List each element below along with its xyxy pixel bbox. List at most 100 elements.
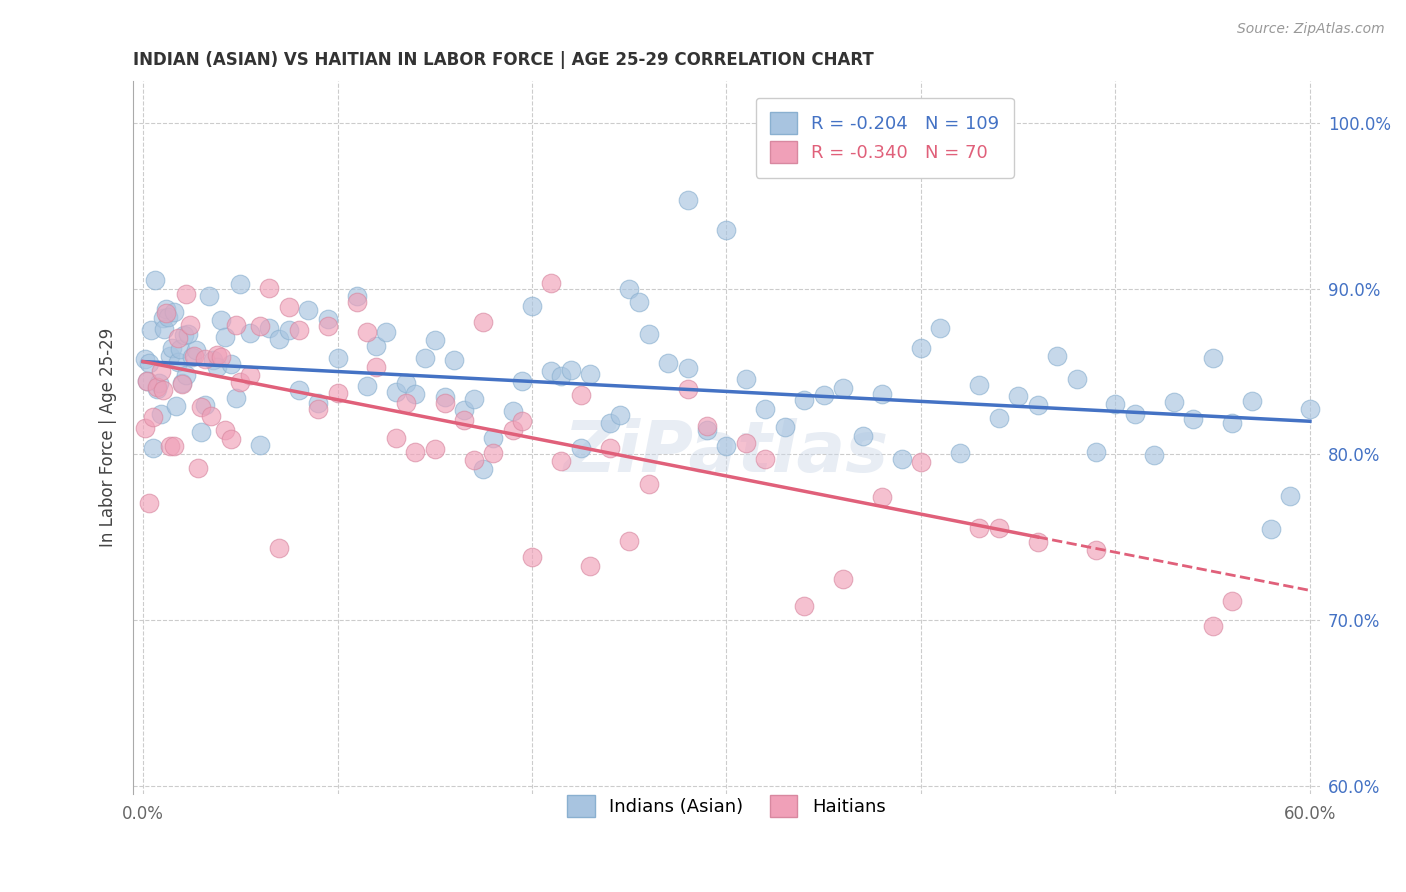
Point	[155, 301, 177, 316]
Point	[249, 437, 271, 451]
Point	[1279, 489, 1302, 503]
Point	[159, 439, 181, 453]
Point	[366, 360, 388, 375]
Point	[1220, 594, 1243, 608]
Point	[599, 417, 621, 431]
Point	[394, 376, 416, 390]
Point	[735, 436, 758, 450]
Point	[155, 306, 177, 320]
Point	[832, 572, 855, 586]
Point	[472, 315, 495, 329]
Point	[205, 348, 228, 362]
Legend: Indians (Asian), Haitians: Indians (Asian), Haitians	[560, 789, 893, 824]
Point	[793, 393, 815, 408]
Point	[754, 401, 776, 416]
Point	[190, 401, 212, 415]
Point	[637, 327, 659, 342]
Point	[433, 395, 456, 409]
Point	[366, 339, 388, 353]
Point	[214, 423, 236, 437]
Point	[1299, 402, 1322, 417]
Text: ZiPatlas: ZiPatlas	[564, 417, 889, 487]
Point	[356, 325, 378, 339]
Point	[152, 311, 174, 326]
Point	[510, 375, 533, 389]
Point	[1143, 448, 1166, 462]
Point	[627, 295, 650, 310]
Point	[569, 388, 592, 402]
Point	[194, 352, 217, 367]
Point	[560, 363, 582, 377]
Point	[1123, 407, 1146, 421]
Point	[153, 321, 176, 335]
Point	[540, 276, 562, 290]
Point	[520, 299, 543, 313]
Point	[139, 323, 162, 337]
Point	[870, 491, 893, 505]
Point	[754, 451, 776, 466]
Point	[202, 353, 225, 368]
Point	[165, 399, 187, 413]
Point	[550, 454, 572, 468]
Point	[569, 441, 592, 455]
Point	[1026, 535, 1049, 549]
Point	[502, 423, 524, 437]
Point	[167, 331, 190, 345]
Point	[219, 357, 242, 371]
Point	[173, 327, 195, 342]
Point	[735, 372, 758, 386]
Point	[160, 341, 183, 355]
Point	[609, 408, 631, 422]
Point	[259, 320, 281, 334]
Point	[793, 599, 815, 613]
Point	[346, 295, 368, 310]
Point	[205, 359, 228, 374]
Point	[209, 351, 232, 365]
Point	[676, 361, 699, 376]
Point	[579, 368, 602, 382]
Point	[179, 318, 201, 332]
Point	[1202, 351, 1225, 366]
Point	[326, 386, 349, 401]
Point	[1202, 618, 1225, 632]
Point	[219, 433, 242, 447]
Point	[579, 559, 602, 574]
Point	[186, 460, 208, 475]
Point	[326, 351, 349, 365]
Point	[269, 332, 291, 346]
Point	[540, 364, 562, 378]
Point	[174, 368, 197, 382]
Point	[225, 391, 247, 405]
Point	[716, 223, 738, 237]
Point	[143, 273, 166, 287]
Point	[676, 382, 699, 396]
Point	[1066, 372, 1088, 386]
Point	[180, 350, 202, 364]
Point	[423, 333, 446, 347]
Point	[696, 423, 718, 437]
Point	[287, 384, 309, 398]
Point	[249, 318, 271, 333]
Point	[239, 326, 262, 340]
Point	[949, 445, 972, 459]
Point	[404, 387, 426, 401]
Point	[316, 319, 339, 334]
Point	[443, 353, 465, 368]
Point	[142, 441, 165, 455]
Point	[1085, 444, 1108, 458]
Point	[463, 392, 485, 406]
Point	[385, 430, 408, 444]
Point	[852, 428, 875, 442]
Point	[676, 193, 699, 207]
Point	[510, 414, 533, 428]
Point	[145, 383, 167, 397]
Point	[1260, 522, 1282, 536]
Point	[423, 442, 446, 456]
Point	[716, 439, 738, 453]
Point	[277, 323, 299, 337]
Point	[307, 396, 329, 410]
Point	[297, 302, 319, 317]
Point	[169, 342, 191, 356]
Point	[910, 341, 932, 355]
Point	[134, 352, 156, 367]
